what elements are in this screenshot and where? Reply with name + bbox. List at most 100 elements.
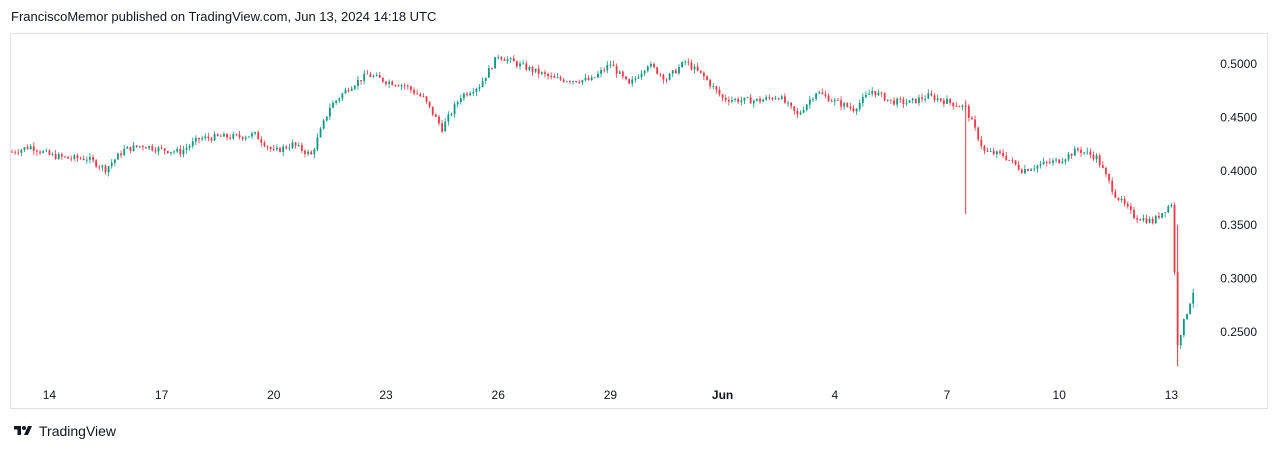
brand-name: TradingView — [39, 423, 117, 439]
candle-body — [946, 98, 948, 104]
candle-body — [805, 104, 808, 111]
candle-body — [154, 150, 157, 152]
candle-body — [821, 92, 824, 95]
candle-body — [631, 79, 634, 84]
candle-body — [1014, 160, 1017, 165]
candle-body — [971, 117, 973, 120]
candle-body — [194, 137, 197, 142]
candle-body — [151, 146, 154, 151]
candle-body — [20, 149, 23, 153]
candle-body — [419, 94, 422, 97]
candle-body — [1058, 159, 1061, 164]
candle-body — [1070, 154, 1073, 156]
candle-body — [142, 146, 144, 148]
candle-body — [534, 68, 537, 72]
candle-body — [506, 59, 509, 61]
candle-body — [176, 148, 179, 152]
candle-body — [64, 156, 66, 158]
candle-body — [447, 114, 450, 122]
candle-body — [472, 92, 475, 94]
candle-body — [1039, 164, 1042, 166]
candle-body — [363, 73, 366, 82]
candle-body — [724, 97, 727, 100]
chart-frame — [10, 33, 1268, 409]
candle-body — [896, 98, 899, 105]
tradingview-logo-icon — [14, 426, 32, 435]
candle-body — [681, 61, 683, 68]
candle-body — [659, 73, 662, 75]
candle-body — [441, 123, 443, 132]
candle-body — [413, 89, 415, 94]
candle-body — [678, 67, 680, 74]
candle-body — [1186, 313, 1188, 320]
candle-body — [690, 62, 693, 70]
candle-body — [344, 89, 347, 94]
candle-body — [494, 57, 496, 69]
candle-body — [51, 153, 54, 155]
candle-body — [101, 165, 104, 168]
candle-body — [42, 151, 45, 153]
candle-body — [1114, 191, 1117, 198]
candle-body — [643, 70, 646, 74]
candle-body — [840, 100, 842, 107]
candle-body — [232, 134, 235, 139]
candle-body — [1052, 160, 1054, 163]
candle-body — [213, 134, 216, 141]
candle-body — [568, 81, 571, 83]
tradingview-brand[interactable]: TradingView — [12, 423, 116, 439]
x-tick-label: 7 — [944, 388, 951, 402]
y-tick-label: 0.3500 — [1220, 218, 1257, 232]
candle-body — [104, 165, 107, 173]
candle-body — [556, 77, 559, 79]
candle-body — [525, 63, 528, 70]
candle-body — [391, 81, 394, 86]
candle-body — [403, 85, 406, 87]
candle-body — [257, 132, 260, 140]
candle-body — [752, 100, 755, 104]
candle-body — [185, 147, 188, 150]
candle-body — [995, 151, 998, 155]
candle-body — [759, 98, 761, 102]
candle-body — [824, 94, 827, 96]
candle-body — [107, 166, 110, 173]
candle-body — [1080, 149, 1082, 153]
candle-body — [491, 68, 493, 69]
candle-body — [550, 76, 553, 77]
candle-body — [765, 97, 768, 100]
candle-body — [14, 151, 17, 153]
candle-body — [871, 91, 874, 94]
candle-body — [1011, 160, 1014, 161]
candle-body — [650, 63, 652, 67]
candle-body — [300, 144, 303, 151]
candle-body — [357, 80, 359, 86]
candle-body — [986, 151, 989, 152]
candle-body — [67, 156, 69, 159]
candle-body — [266, 146, 269, 148]
candle-body — [1086, 151, 1089, 153]
candle-body — [921, 97, 923, 100]
candle-body — [110, 162, 113, 167]
candle-body — [1148, 218, 1151, 223]
candle-body — [833, 99, 836, 102]
candle-body — [1045, 161, 1048, 163]
candle-body — [406, 85, 409, 87]
candle-body — [36, 150, 38, 152]
candle-body — [1182, 319, 1185, 336]
y-tick-label: 0.5000 — [1220, 57, 1257, 71]
candle-body — [808, 99, 811, 105]
candle-body — [26, 147, 29, 150]
candle-body — [715, 86, 718, 90]
candle-body — [425, 96, 428, 102]
candle-body — [671, 70, 674, 74]
candle-body — [784, 96, 786, 103]
candle-body — [182, 149, 185, 155]
y-tick-label: 0.4000 — [1220, 164, 1257, 178]
candle-body — [1033, 168, 1036, 170]
candle-body — [157, 147, 160, 152]
candle-body — [1111, 180, 1114, 192]
candle-body — [684, 61, 687, 63]
candle-body — [173, 151, 175, 153]
candle-body — [1005, 155, 1008, 160]
candle-body — [544, 72, 546, 74]
candle-body — [1017, 164, 1020, 170]
